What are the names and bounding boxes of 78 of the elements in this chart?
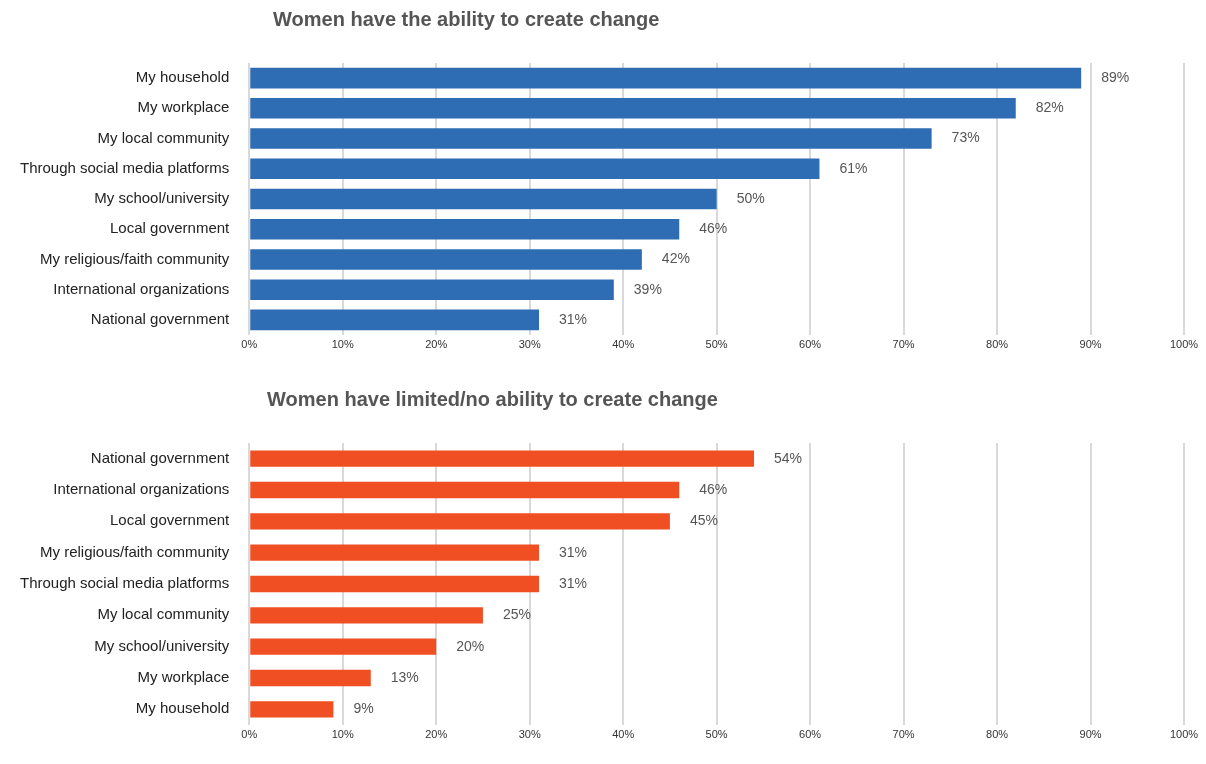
- y-tick-label: Through social media platforms: [19, 574, 230, 592]
- y-tick-label: National government: [90, 310, 231, 328]
- x-tick-label: 80%: [986, 337, 1009, 350]
- y-tick-label: Through social media platforms: [19, 158, 230, 176]
- x-tick-label: 0%: [241, 727, 258, 740]
- bar: [250, 450, 755, 467]
- bar: [250, 249, 642, 270]
- x-tick-label: 60%: [799, 727, 822, 740]
- x-tick-label: 20%: [425, 727, 448, 740]
- data-label: 54%: [774, 449, 803, 466]
- data-label: 39%: [633, 280, 662, 297]
- data-label: 46%: [699, 220, 728, 237]
- y-tick-label: Local government: [110, 511, 231, 529]
- bar: [250, 638, 437, 655]
- data-label: 20%: [456, 637, 485, 654]
- y-tick-label: My local community: [97, 605, 230, 623]
- data-label: 31%: [559, 574, 588, 591]
- y-tick-label: International organizations: [53, 480, 230, 498]
- data-label: 73%: [951, 129, 980, 146]
- bar: [250, 544, 540, 561]
- y-tick-label: My religious/faith community: [40, 542, 230, 560]
- bar: [250, 309, 540, 331]
- x-tick-label: 10%: [331, 727, 354, 740]
- x-tick-label: 70%: [892, 727, 915, 740]
- bar: [250, 218, 680, 240]
- data-label: 42%: [661, 250, 690, 267]
- data-label: 31%: [559, 310, 588, 327]
- bar: [250, 67, 1082, 89]
- bar: [250, 575, 540, 593]
- data-label: 45%: [689, 512, 718, 529]
- data-label: 46%: [699, 480, 728, 497]
- x-tick-label: 30%: [518, 337, 541, 350]
- bar: [250, 98, 1016, 119]
- data-label: 61%: [839, 159, 868, 176]
- y-tick-label: My workplace: [137, 98, 230, 116]
- x-tick-label: 100%: [1169, 727, 1199, 740]
- x-tick-label: 50%: [705, 337, 728, 350]
- y-tick-label: My household: [135, 699, 230, 717]
- y-tick-label: My school/university: [94, 636, 230, 654]
- y-tick-label: My school/university: [94, 189, 230, 207]
- x-tick-label: 10%: [331, 337, 354, 350]
- y-tick-label: Local government: [110, 219, 231, 237]
- y-tick-label: My religious/faith community: [40, 249, 230, 267]
- x-tick-label: 40%: [612, 727, 635, 740]
- bar: [250, 188, 717, 210]
- y-tick-label: International organizations: [53, 279, 230, 297]
- x-tick-label: 100%: [1169, 337, 1199, 350]
- data-label: 9%: [353, 700, 374, 717]
- y-tick-label: My household: [135, 68, 230, 86]
- bar: [250, 128, 932, 149]
- x-tick-label: 70%: [892, 337, 915, 350]
- data-label: 25%: [502, 606, 531, 623]
- x-tick-label: 50%: [705, 727, 728, 740]
- chart-title: Women have limited/no ability to create change: [266, 387, 719, 412]
- bar: [250, 607, 483, 624]
- x-tick-label: 0%: [241, 337, 258, 350]
- x-tick-label: 80%: [986, 727, 1009, 740]
- bar: [250, 158, 820, 180]
- bar: [250, 701, 334, 718]
- x-tick-label: 90%: [1079, 337, 1102, 350]
- x-tick-label: 30%: [518, 727, 541, 740]
- chart-title: Women have the ability to create change: [272, 7, 661, 32]
- data-label: 82%: [1035, 99, 1064, 116]
- data-label: 13%: [390, 668, 419, 685]
- data-label: 89%: [1101, 68, 1130, 85]
- y-tick-label: My local community: [97, 128, 230, 146]
- bar: [250, 669, 371, 687]
- data-label: 50%: [736, 189, 765, 206]
- x-tick-label: 60%: [799, 337, 822, 350]
- data-label: 31%: [559, 543, 588, 560]
- bar: [250, 279, 614, 300]
- x-tick-label: 40%: [612, 337, 635, 350]
- bar: [250, 481, 680, 499]
- bar: [250, 513, 670, 530]
- x-tick-label: 90%: [1079, 727, 1102, 740]
- y-tick-label: My workplace: [137, 668, 230, 686]
- y-tick-label: National government: [90, 448, 231, 466]
- x-tick-label: 20%: [425, 337, 448, 350]
